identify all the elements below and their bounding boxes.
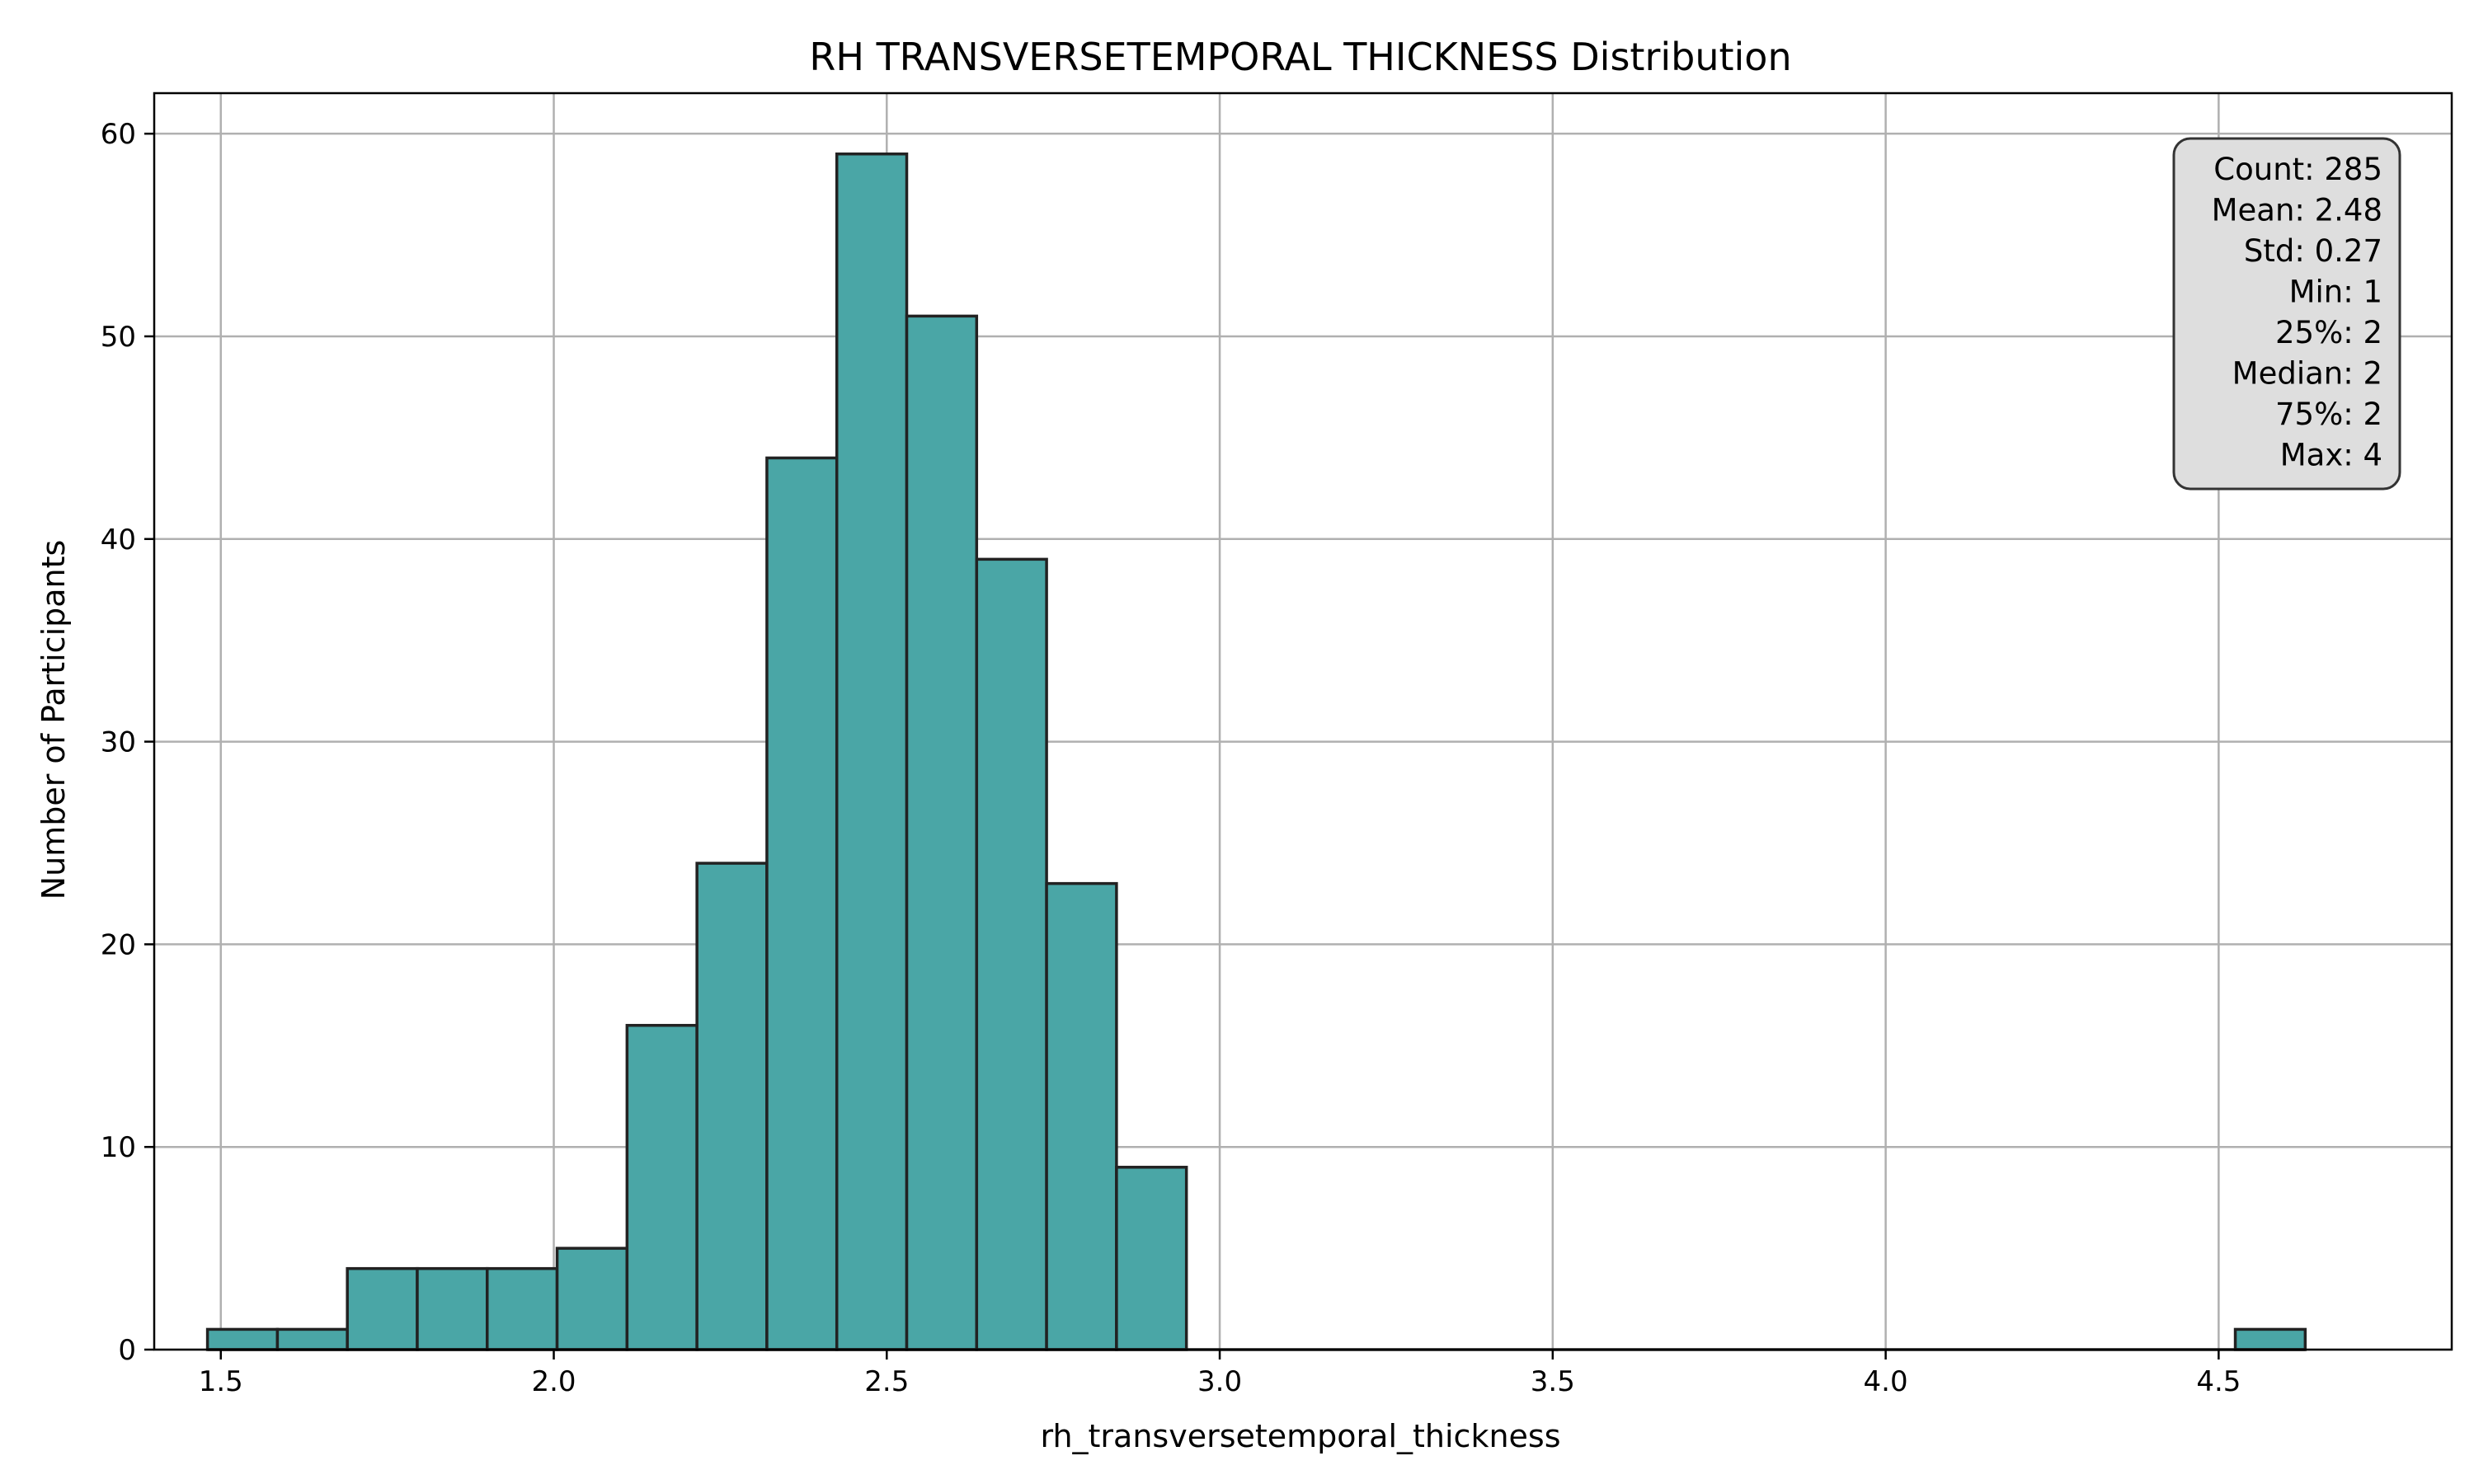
histogram-bar-11 [975,557,1048,1351]
y-tick-label-0: 0 [118,1334,136,1367]
x-tick-label-3: 3.0 [1197,1365,1242,1398]
x-tick-label-1: 2.0 [531,1365,576,1398]
y-tick-label-4: 40 [101,524,136,556]
y-axis-ticks: 0 10 20 30 40 50 60 [101,118,154,1367]
x-tick-label-0: 1.5 [199,1365,243,1398]
histogram-bar-12 [1045,881,1118,1351]
histogram-bar-3 [416,1266,489,1351]
y-tick-label-2: 20 [101,928,136,961]
chart-title: RH TRANSVERSETEMPORAL THICKNESS Distribu… [809,35,1791,79]
x-axis-label: rh_transversetemporal_thickness [1040,1418,1560,1454]
stats-box: Count: 285 Mean: 2.48 Std: 0.27 Min: 1 25%: … [2172,137,2401,491]
stats-line-2: Std: 0.27 [2244,233,2382,269]
histogram-bar-2 [346,1266,419,1351]
histogram-bars [205,152,2307,1351]
histogram-bar-6 [625,1023,698,1351]
stats-line-7: Max: 4 [2280,438,2382,473]
histogram-bar-8 [765,456,839,1351]
stats-line-1: Mean: 2.48 [2212,193,2382,228]
stats-line-5: Median: 2 [2232,356,2382,392]
y-tick-label-1: 10 [101,1131,136,1164]
y-tick-label-5: 50 [101,321,136,354]
histogram-bar-9 [835,152,909,1351]
stats-line-3: Min: 1 [2289,275,2382,310]
x-tick-label-5: 4.0 [1864,1365,1908,1398]
histogram-bar-7 [695,862,769,1351]
histogram-bar-0 [205,1327,280,1351]
stats-line-4: 25%: 2 [2275,315,2382,350]
stats-line-0: Count: 285 [2213,152,2382,187]
stats-line-6: 75%: 2 [2275,397,2382,432]
histogram-bar-29 [2233,1327,2307,1351]
plot-frame [153,92,2453,1351]
x-tick-label-2: 2.5 [864,1365,909,1398]
histogram-bar-4 [486,1266,559,1351]
stats-box-background [2172,137,2401,491]
y-tick-label-6: 60 [101,118,136,151]
histogram-bar-5 [555,1247,629,1351]
histogram-bar-10 [905,314,979,1351]
y-tick-label-3: 30 [101,726,136,759]
x-tick-label-4: 3.5 [1531,1365,1575,1398]
histogram-bar-1 [275,1327,349,1351]
grid-lines [154,93,2452,1351]
y-axis-label: Number of Participants [35,540,72,900]
histogram-bar-13 [1115,1166,1188,1351]
x-axis-ticks: 1.5 2.0 2.5 3.0 3.5 4.0 4.5 [199,1350,2241,1398]
x-tick-label-6: 4.5 [2196,1365,2241,1398]
